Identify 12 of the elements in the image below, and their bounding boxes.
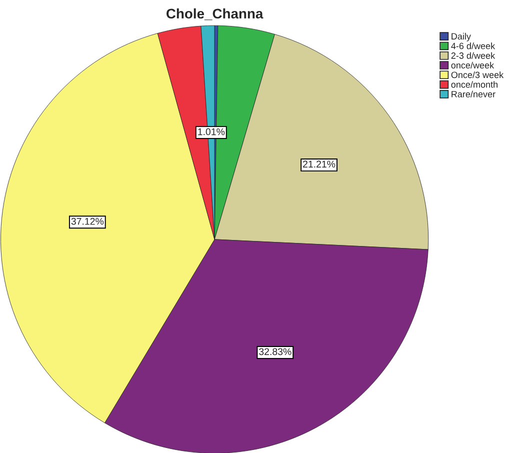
legend-label: Rare/never bbox=[452, 90, 496, 98]
data-label: 32.83% bbox=[259, 348, 292, 356]
legend-label: once/week bbox=[451, 62, 494, 68]
legend-label: once/month bbox=[451, 81, 498, 88]
legend-label: 2-3 d/week bbox=[451, 52, 496, 59]
data-label: 21.21% bbox=[303, 160, 336, 168]
chart-title: Chole_Channa bbox=[166, 8, 264, 20]
data-label: 37.12% bbox=[71, 218, 104, 225]
data-label: 1.01% bbox=[198, 128, 225, 136]
legend-label: 4-6 d/week bbox=[451, 42, 496, 50]
legend-label: Daily bbox=[452, 32, 471, 42]
legend-label: Once/3 week bbox=[451, 71, 504, 78]
